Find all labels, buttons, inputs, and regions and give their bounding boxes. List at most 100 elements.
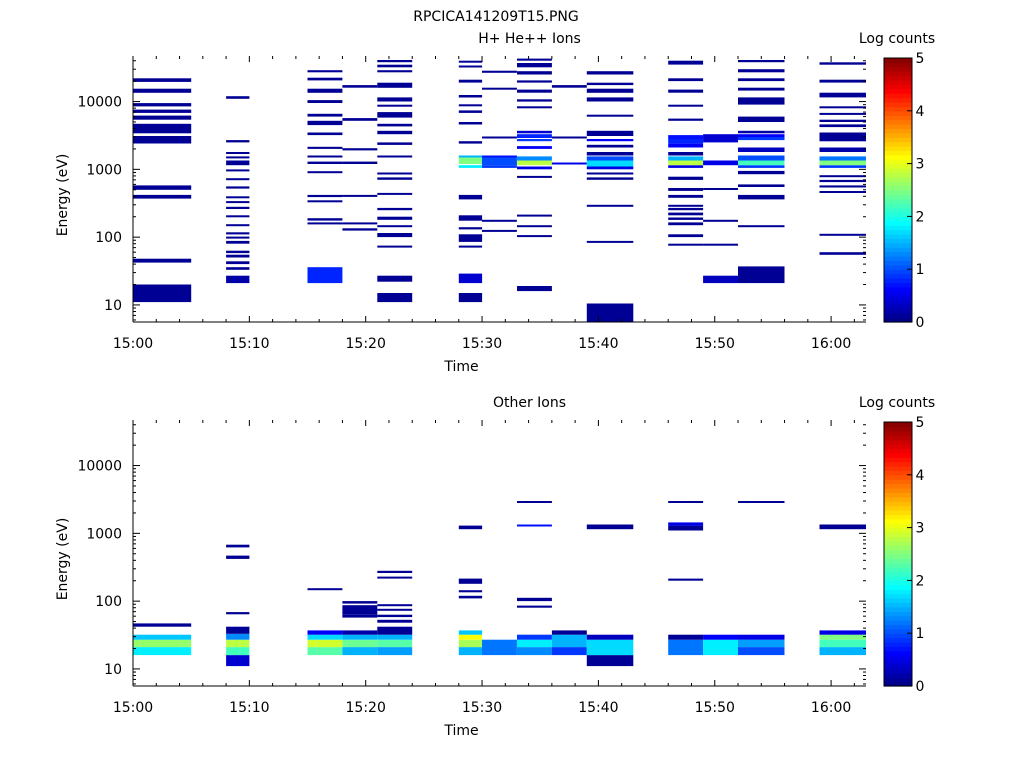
heatmap-cell: [517, 235, 552, 238]
heatmap-cell: [738, 147, 785, 152]
heatmap-cell: [738, 130, 785, 134]
heatmap-cell: [377, 64, 413, 68]
chart-title: Other Ions: [493, 395, 566, 411]
colorbar-tick-label: 1: [916, 262, 925, 278]
heatmap-cell: [377, 97, 413, 102]
heatmap-cell: [819, 252, 866, 255]
heatmap-cell: [668, 578, 704, 581]
heatmap-cell: [819, 165, 866, 168]
heatmap-cell: [819, 179, 866, 183]
heatmap-cell: [738, 165, 785, 168]
colorbar-swatch: [884, 470, 912, 476]
heatmap-cell: [819, 233, 866, 236]
heatmap-cell: [738, 225, 785, 228]
colorbar-swatch: [884, 124, 912, 129]
heatmap-cell: [307, 222, 343, 225]
heatmap-cell: [133, 109, 192, 113]
colorbar-swatch: [884, 106, 912, 112]
colorbar-swatch: [884, 637, 912, 643]
heatmap-cell: [482, 87, 517, 90]
heatmap-cell: [551, 630, 587, 635]
heatmap-cell: [738, 194, 785, 200]
colorbar-swatch: [884, 84, 912, 90]
heatmap-cell: [551, 634, 587, 648]
heatmap-cell: [551, 136, 587, 139]
colorbar-swatch: [884, 194, 912, 200]
heatmap-cell: [819, 119, 866, 122]
heatmap-cell: [819, 185, 866, 188]
heatmap-cell: [377, 293, 413, 303]
colorbar-swatch: [884, 457, 912, 463]
heatmap-cell: [133, 185, 192, 190]
colorbar-swatch: [884, 198, 912, 204]
colorbar-swatch: [884, 269, 912, 275]
heatmap-cell: [307, 267, 343, 284]
colorbar-swatch: [884, 426, 912, 432]
heatmap-cell: [226, 612, 250, 615]
heatmap-cell: [738, 69, 785, 73]
heatmap-cell: [307, 194, 343, 198]
heatmap-cell: [377, 604, 413, 607]
colorbar-tick-label: 0: [916, 315, 925, 331]
heatmap-cell: [377, 634, 413, 640]
y-axis-label: Energy (eV): [55, 154, 71, 237]
heatmap-cell: [586, 303, 634, 322]
colorbar-swatch: [884, 313, 912, 319]
heatmap-cell: [377, 123, 413, 127]
heatmap-cell: [517, 130, 552, 134]
heatmap-cell: [819, 132, 866, 142]
heatmap-cell: [377, 207, 413, 211]
colorbar-swatch: [884, 93, 912, 99]
heatmap-cell: [458, 647, 483, 656]
heatmap-cell: [586, 152, 634, 156]
heatmap-cell: [586, 655, 634, 667]
colorbar-swatch: [884, 58, 912, 63]
heatmap-cell: [819, 79, 866, 83]
heatmap-cell: [307, 100, 343, 103]
colorbar-swatch: [884, 176, 912, 182]
heatmap-cell: [517, 524, 552, 527]
heatmap-cell: [668, 194, 704, 198]
heatmap-cell: [458, 165, 483, 168]
heatmap-cell: [586, 71, 634, 75]
heatmap-cell: [377, 112, 413, 118]
heatmap-cell: [586, 139, 634, 142]
colorbar-swatch: [884, 422, 912, 427]
heatmap-cell: [226, 96, 250, 99]
heatmap-cell: [377, 275, 413, 282]
colorbar-swatch: [884, 505, 912, 511]
heatmap-cell: [819, 156, 866, 161]
y-axis-label: Energy (eV): [55, 518, 71, 601]
colorbar-swatch: [884, 207, 912, 213]
heatmap-cell: [458, 595, 483, 599]
heatmap-cell: [458, 234, 483, 242]
colorbar-swatch: [884, 496, 912, 502]
heatmap-cell: [551, 85, 587, 88]
heatmap-cell: [703, 243, 738, 246]
heatmap-cell: [458, 634, 483, 640]
colorbar-swatch: [884, 562, 912, 568]
colorbar-tick-label: 4: [916, 468, 925, 484]
colorbar-swatch: [884, 260, 912, 266]
colorbar-swatch: [884, 628, 912, 634]
colorbar-swatch: [884, 615, 912, 621]
heatmap-cell: [133, 647, 192, 656]
heatmap-cell: [226, 196, 250, 199]
heatmap-cell: [819, 639, 866, 648]
heatmap-cell: [458, 630, 483, 635]
heatmap-cell: [133, 78, 192, 82]
x-axis-label: Time: [443, 359, 478, 375]
colorbar-swatch: [884, 71, 912, 77]
heatmap-cell: [586, 639, 634, 656]
heatmap-cell: [307, 113, 343, 117]
heatmap-cell: [517, 58, 552, 61]
heatmap-cell: [668, 143, 704, 148]
x-tick-label: 15:20: [346, 336, 386, 352]
heatmap-cell: [668, 212, 704, 216]
heatmap-cell: [307, 161, 343, 164]
heatmap-cell: [377, 82, 413, 88]
colorbar-tick-label: 0: [916, 679, 925, 695]
heatmap-cell: [226, 178, 250, 181]
x-tick-label: 15:40: [578, 336, 618, 352]
colorbar-tick-label: 4: [916, 104, 925, 120]
